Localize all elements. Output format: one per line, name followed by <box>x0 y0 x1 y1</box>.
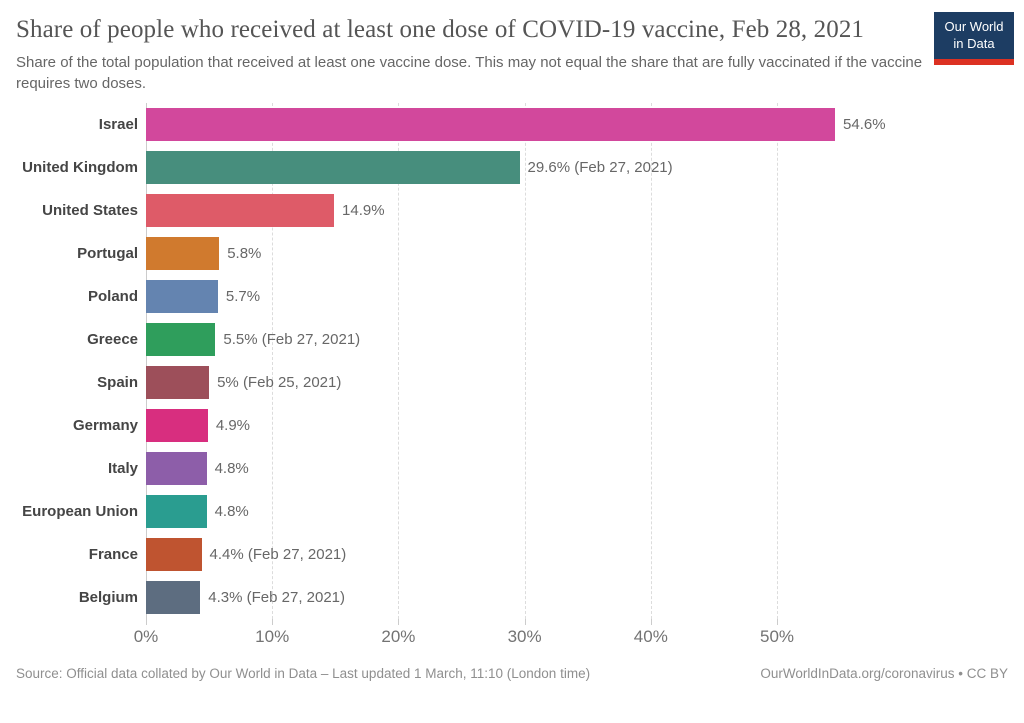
x-tick-label: 50% <box>759 627 795 647</box>
bar-track: 54.6% <box>146 103 1024 146</box>
bar-row: European Union 4.8% <box>0 490 1024 533</box>
bar-row: France 4.4% (Feb 27, 2021) <box>0 533 1024 576</box>
bar[interactable] <box>146 409 208 443</box>
bar[interactable] <box>146 108 836 142</box>
bar-track: 14.9% <box>146 189 1024 232</box>
value-label: 4.3% (Feb 27, 2021) <box>208 589 346 607</box>
country-label: Germany <box>72 417 138 435</box>
owid-logo-accent-bar <box>934 58 1014 65</box>
bar-row: Belgium 4.3% (Feb 27, 2021) <box>0 576 1024 619</box>
attribution: OurWorldInData.org/coronavirus • CC BY <box>760 666 1008 681</box>
value-label: 5.7% <box>225 288 261 306</box>
owid-logo-line2: in Data <box>953 35 995 51</box>
owid-logo-box: Our World in Data <box>934 12 1014 59</box>
bar-row: Italy 4.8% <box>0 447 1024 490</box>
country-label: Greece <box>87 331 138 349</box>
gridline <box>650 103 652 620</box>
bar-row: Germany 4.9% <box>0 404 1024 447</box>
bar-track: 29.6% (Feb 27, 2021) <box>146 146 1024 189</box>
value-label: 5.8% <box>227 245 262 263</box>
gridline <box>272 103 274 620</box>
gridlines <box>146 103 1014 620</box>
bar-track: 5% (Feb 25, 2021) <box>146 361 1024 404</box>
bar[interactable] <box>146 323 216 357</box>
value-label: 5% (Feb 25, 2021) <box>217 374 342 392</box>
country-label: France <box>88 546 138 564</box>
bar-row: Portugal 5.8% <box>0 232 1024 275</box>
owid-url-link[interactable]: OurWorldInData.org/coronavirus <box>760 666 955 682</box>
bar-track: 5.5% (Feb 27, 2021) <box>146 318 1024 361</box>
bar-track: 4.3% (Feb 27, 2021) <box>146 576 1024 619</box>
bar-track: 4.9% <box>146 404 1024 447</box>
value-label: 14.9% <box>342 202 385 220</box>
bar-track: 5.8% <box>146 232 1024 275</box>
bar-row: Poland 5.7% <box>0 275 1024 318</box>
gridline <box>777 103 778 620</box>
bar-row: United Kingdom 29.6% (Feb 27, 2021) <box>0 146 1024 189</box>
bar-track: 4.8% <box>146 490 1024 533</box>
value-label: 4.4% (Feb 27, 2021) <box>209 546 347 564</box>
gridline <box>398 103 400 620</box>
value-label: 5.5% (Feb 27, 2021) <box>223 331 361 349</box>
bar-row: United States 14.9% <box>0 189 1024 232</box>
value-label: 29.6% (Feb 27, 2021) <box>527 159 673 177</box>
bar[interactable] <box>146 495 207 529</box>
country-label: United States <box>42 202 138 220</box>
bar[interactable] <box>146 237 220 271</box>
value-label: 4.8% <box>214 503 249 521</box>
owid-logo: Our World in Data <box>934 12 1014 65</box>
country-label: United Kingdom <box>22 159 138 177</box>
bar-rows: Israel 54.6% United Kingdom 29.6% (Feb 27, … <box>0 103 1024 619</box>
x-tick-label: 0% <box>133 627 159 647</box>
tick-mark <box>398 619 400 626</box>
chart-footer: Source: Official data collated by Our Wo… <box>0 666 1024 681</box>
gridline <box>524 103 526 620</box>
chart-header: Share of people who received at least on… <box>0 0 1024 94</box>
bar[interactable] <box>146 452 207 486</box>
bar[interactable] <box>146 366 210 400</box>
source-note: Source: Official data collated by Our Wo… <box>16 666 591 682</box>
x-tick-label: 10% <box>255 627 290 647</box>
zero-axis-line <box>146 103 147 620</box>
bar-row: Greece 5.5% (Feb 27, 2021) <box>0 318 1024 361</box>
owid-logo-line1: Our World <box>944 19 1004 34</box>
country-label: Israel <box>98 116 138 134</box>
x-tick-label: 40% <box>633 627 668 647</box>
value-label: 54.6% <box>843 116 886 134</box>
x-axis: 0% 10% 20% 30% 40% 50% <box>0 619 1024 653</box>
bar-track: 4.4% (Feb 27, 2021) <box>146 533 1024 576</box>
bar[interactable] <box>146 538 202 572</box>
tick-mark <box>146 619 147 626</box>
bar[interactable] <box>146 151 520 185</box>
bar[interactable] <box>146 581 201 615</box>
x-tick-label: 30% <box>507 627 542 647</box>
page-title: Share of people who received at least on… <box>16 16 865 43</box>
bar-track: 4.8% <box>146 447 1024 490</box>
country-label: Spain <box>97 374 138 392</box>
bar-track: 5.7% <box>146 275 1024 318</box>
x-tick-label: 20% <box>381 627 416 647</box>
license-text: • CC BY <box>954 666 1008 682</box>
value-label: 4.9% <box>215 417 251 435</box>
country-label: Portugal <box>77 245 138 263</box>
country-label: Belgium <box>78 589 138 607</box>
country-label: Italy <box>107 460 138 478</box>
bar-row: Spain 5% (Feb 25, 2021) <box>0 361 1024 404</box>
tick-mark <box>650 619 652 626</box>
bar-row: Israel 54.6% <box>0 103 1024 146</box>
bar-chart: Israel 54.6% United Kingdom 29.6% (Feb 27, … <box>0 103 1024 620</box>
value-label: 4.8% <box>214 460 249 478</box>
country-label: European Union <box>22 503 138 521</box>
tick-mark <box>524 619 526 626</box>
page-subtitle: Share of the total population that recei… <box>16 53 923 92</box>
tick-mark <box>777 619 778 626</box>
bar[interactable] <box>146 194 335 228</box>
country-label: Poland <box>87 288 138 306</box>
bar[interactable] <box>146 280 218 314</box>
tick-mark <box>272 619 274 626</box>
